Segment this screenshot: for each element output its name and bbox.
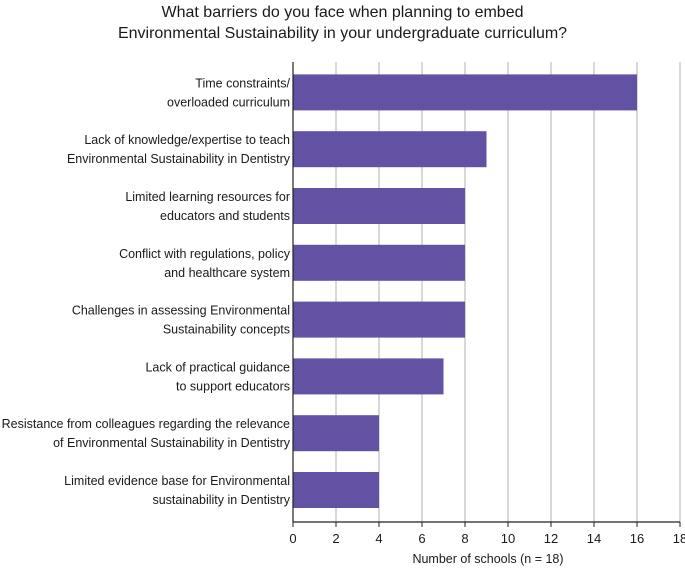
category-label-1-line-1: Time constraints/ xyxy=(195,76,290,90)
category-label-6-line-2: to support educators xyxy=(176,379,290,393)
category-label-5-line-2: Sustainability concepts xyxy=(163,323,290,337)
x-tick-label-10: 10 xyxy=(501,531,515,546)
x-tick-label-8: 8 xyxy=(461,531,468,546)
chart-title-line-2: Environmental Sustainability in your und… xyxy=(117,25,568,42)
bar-8 xyxy=(293,472,379,508)
x-axis-label: Number of schools (n = 18) xyxy=(412,552,563,566)
category-label-8-line-1: Limited evidence base for Environmental xyxy=(64,474,290,488)
category-label-1-line-2: overloaded curriculum xyxy=(167,95,290,109)
x-tick-label-12: 12 xyxy=(544,531,558,546)
category-label-2-line-2: Environmental Sustainability in Dentistr… xyxy=(67,152,291,166)
category-label-3-line-2: educators and students xyxy=(160,209,290,223)
chart-title: What barriers do you face when planning … xyxy=(0,2,685,44)
bar-5 xyxy=(293,301,465,338)
x-tick-label-14: 14 xyxy=(587,531,601,546)
x-tick-label-0: 0 xyxy=(289,531,296,546)
category-label-7-line-1: Resistance from colleagues regarding the… xyxy=(2,417,290,431)
category-label-7-line-2: of Environmental Sustainability in Denti… xyxy=(53,436,291,450)
x-tick-label-18: 18 xyxy=(673,531,685,546)
bar-7 xyxy=(293,415,379,452)
category-label-8-line-2: sustainability in Dentistry xyxy=(152,493,290,507)
bar-1 xyxy=(293,74,637,111)
x-tick-label-2: 2 xyxy=(332,531,339,546)
bar-4 xyxy=(293,244,465,281)
category-label-2-line-1: Lack of knowledge/expertise to teach xyxy=(84,133,290,147)
category-label-5-line-1: Challenges in assessing Environmental xyxy=(72,304,290,318)
bar-2 xyxy=(293,131,487,168)
category-label-4-line-1: Conflict with regulations, policy xyxy=(119,247,291,261)
bar-6 xyxy=(293,358,444,395)
chart-title-line-1: What barriers do you face when planning … xyxy=(161,4,524,21)
x-tick-label-16: 16 xyxy=(630,531,644,546)
category-label-6-line-1: Lack of practical guidance xyxy=(145,360,290,374)
bar-3 xyxy=(293,188,465,224)
category-label-3-line-1: Limited learning resources for xyxy=(125,190,290,204)
category-label-4-line-2: and healthcare system xyxy=(164,266,290,280)
x-tick-label-4: 4 xyxy=(375,531,382,546)
x-tick-label-6: 6 xyxy=(418,531,425,546)
